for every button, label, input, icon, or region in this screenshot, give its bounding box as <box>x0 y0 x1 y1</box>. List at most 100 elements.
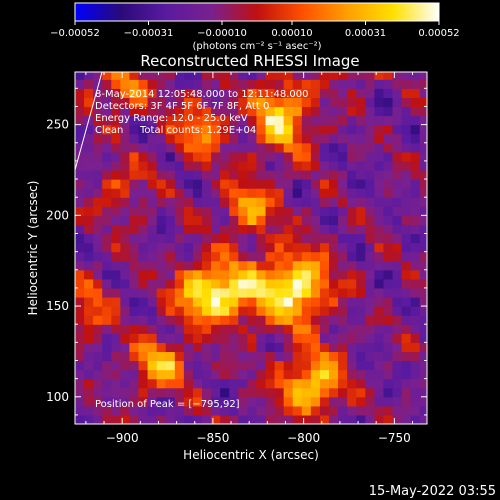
heatmap-cell <box>319 233 330 244</box>
heatmap-cell <box>283 160 294 171</box>
heatmap-cell <box>174 97 185 108</box>
heatmap-cell <box>220 215 230 226</box>
heatmap-cell <box>211 115 221 126</box>
heatmap-cell <box>329 72 339 80</box>
heatmap-cell <box>329 378 339 389</box>
heatmap-cell <box>202 142 212 153</box>
heatmap-cell <box>183 197 194 207</box>
heatmap-cell <box>211 251 221 262</box>
heatmap-cell <box>256 160 267 171</box>
heatmap-cell <box>238 133 248 144</box>
heatmap-cell <box>183 188 194 198</box>
heatmap-cell <box>138 414 149 424</box>
heatmap-cell <box>283 396 294 407</box>
heatmap-cell <box>301 396 312 407</box>
heatmap-cell <box>156 224 167 235</box>
heatmap-cell <box>392 242 403 253</box>
heatmap-cell <box>84 151 94 162</box>
heatmap-cell <box>102 306 112 316</box>
heatmap-cell <box>84 287 94 298</box>
heatmap-cell <box>419 151 427 162</box>
heatmap-cell <box>292 72 303 80</box>
heatmap-cell <box>256 342 267 353</box>
heatmap-cell <box>192 333 203 343</box>
heatmap-cell <box>383 287 394 298</box>
heatmap-cell <box>183 79 194 89</box>
heatmap-cell <box>319 224 330 235</box>
heatmap-cell <box>129 342 140 353</box>
heatmap-cell <box>401 296 412 307</box>
heatmap-cell <box>292 360 303 371</box>
heatmap-cell <box>401 260 412 271</box>
annotation-time-range: 8-May-2014 12:05:48.000 to 12:11:48.000 <box>95 89 308 100</box>
heatmap-cell <box>238 215 248 226</box>
heatmap-cell <box>319 133 330 144</box>
heatmap-cell <box>374 342 385 353</box>
annotation-detectors: Detectors: 3F 4F 5F 6F 7F 8F, Att 0 <box>95 101 269 112</box>
heatmap-cell <box>75 188 85 198</box>
heatmap-cell <box>265 251 276 262</box>
heatmap-cell <box>120 260 131 271</box>
heatmap-cell <box>292 351 303 362</box>
heatmap-cell <box>347 72 357 80</box>
heatmap-cell <box>310 387 321 398</box>
heatmap-cell <box>301 169 312 180</box>
heatmap-cell <box>274 224 285 235</box>
heatmap-cell <box>356 405 366 416</box>
heatmap-cell <box>120 351 131 362</box>
heatmap-cell <box>102 124 112 135</box>
heatmap-cell <box>356 333 366 343</box>
heatmap-cell <box>356 351 366 362</box>
heatmap-cell <box>238 124 248 135</box>
heatmap-cell <box>202 197 212 207</box>
heatmap-cell <box>202 369 212 380</box>
heatmap-cell <box>365 188 375 198</box>
heatmap-cell <box>292 197 303 207</box>
heatmap-cell <box>365 342 375 353</box>
heatmap-cell <box>274 242 285 253</box>
heatmap-cell <box>75 324 85 334</box>
heatmap-cell <box>365 197 375 207</box>
heatmap-cell <box>374 306 385 316</box>
heatmap-cell <box>129 169 140 180</box>
heatmap-cell <box>183 396 194 407</box>
heatmap-cell <box>338 378 348 389</box>
heatmap-cell <box>347 278 357 289</box>
heatmap-cell <box>165 142 176 153</box>
heatmap-cell <box>374 179 385 189</box>
heatmap-cell <box>283 88 294 98</box>
heatmap-cell <box>319 414 330 424</box>
heatmap-cell <box>374 369 385 380</box>
heatmap-cell <box>165 251 176 262</box>
heatmap-cell <box>247 360 258 371</box>
heatmap-cell <box>310 224 321 235</box>
heatmap-cell <box>129 405 140 416</box>
heatmap-cell <box>102 324 112 334</box>
heatmap-cell <box>238 97 248 108</box>
heatmap-cell <box>129 79 140 89</box>
heatmap-cell <box>392 97 403 108</box>
heatmap-cell <box>129 324 140 334</box>
heatmap-cell <box>329 188 339 198</box>
heatmap-cell <box>183 360 194 371</box>
heatmap-cell <box>111 396 121 407</box>
heatmap-cell <box>319 206 330 216</box>
heatmap-cell <box>401 197 412 207</box>
heatmap-cell <box>247 242 258 253</box>
heatmap-cell <box>84 405 94 416</box>
heatmap-cell <box>374 106 385 117</box>
heatmap-cell <box>310 315 321 325</box>
heatmap-cell <box>319 124 330 135</box>
heatmap-cell <box>401 97 412 108</box>
heatmap-cell <box>229 278 239 289</box>
heatmap-cell <box>165 387 176 398</box>
heatmap-cell <box>120 72 131 80</box>
heatmap-cell <box>156 260 167 271</box>
heatmap-cell <box>75 115 85 126</box>
heatmap-cell <box>111 233 121 244</box>
heatmap-cell <box>347 405 357 416</box>
heatmap-cell <box>383 387 394 398</box>
heatmap-cell <box>183 324 194 334</box>
heatmap-cell <box>365 306 375 316</box>
